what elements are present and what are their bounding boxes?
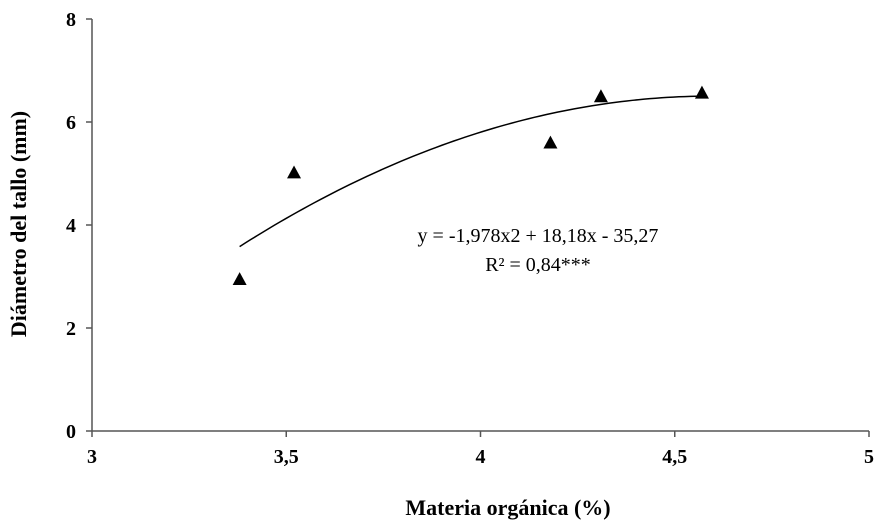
y-ticks: 0 2 4 6 8	[66, 9, 92, 443]
y-tick-label: 2	[66, 318, 76, 340]
x-tick-label: 5	[864, 446, 874, 468]
y-tick-label: 6	[66, 112, 76, 134]
data-point-1	[232, 272, 247, 286]
x-tick-label: 3	[87, 446, 97, 468]
r-squared-label: R² = 0,84***	[485, 254, 591, 276]
y-tick-label: 8	[66, 9, 76, 31]
trend-equation: y = -1,978x2 + 18,18x - 35,27	[418, 225, 659, 247]
data-point-3	[543, 135, 558, 149]
trendline	[239, 95, 702, 248]
x-tick-label: 3,5	[274, 446, 299, 468]
y-axis-title: Diámetro del tallo (mm)	[6, 111, 31, 337]
x-axis-title: Materia orgánica (%)	[405, 495, 610, 520]
x-tick-label: 4,5	[662, 446, 687, 468]
data-point-4	[593, 89, 608, 103]
x-ticks: 3 3,5 4 4,5 5	[87, 431, 874, 468]
data-point-2	[287, 165, 302, 179]
x-tick-label: 4	[476, 446, 486, 468]
y-tick-label: 4	[66, 215, 76, 237]
data-points	[232, 85, 709, 286]
data-point-5	[694, 85, 709, 99]
y-tick-label: 0	[66, 421, 76, 443]
